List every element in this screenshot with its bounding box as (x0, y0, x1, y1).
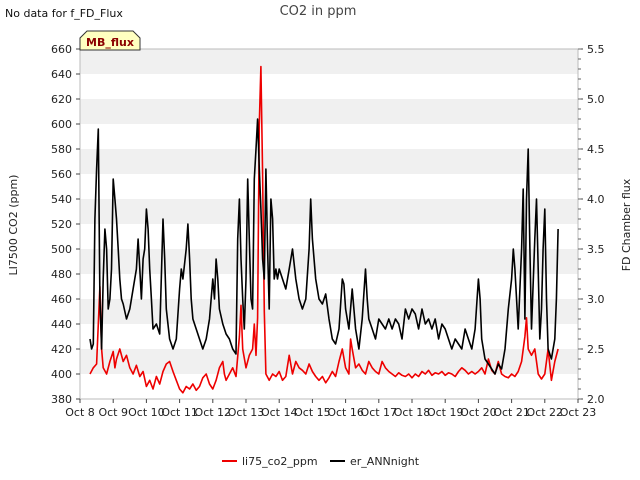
series-li75-line-group (89, 65, 559, 394)
grid-band (80, 99, 578, 124)
y-tick-label: 540 (51, 193, 72, 206)
x-tick-label: Oct 9 (98, 406, 128, 419)
legend-label-li75: li75_co2_ppm (242, 455, 318, 468)
x-tick-label: Oct 17 (361, 406, 398, 419)
y2-axis-title: FD Chamber flux (620, 178, 633, 271)
y-tick-label: 400 (51, 368, 72, 381)
axes: 380 400 420 440 460 480 500 520 540 560 580 600 620 6… (51, 43, 605, 419)
y2-tick-label: 4.5 (587, 143, 605, 156)
y-tick-label: 580 (51, 143, 72, 156)
chart-title: CO2 in ppm (280, 4, 357, 19)
x-tick-label: Oct 21 (493, 406, 530, 419)
grid-band (80, 49, 578, 74)
x-tick-label: Oct 8 (65, 406, 95, 419)
x-tick-label: Oct 12 (195, 406, 232, 419)
grid-band (80, 149, 578, 174)
y-tick-label: 420 (51, 343, 72, 356)
x-tick-label: Oct 16 (327, 406, 364, 419)
badge-shape (79, 30, 141, 51)
y-tick-label: 500 (51, 243, 72, 256)
y-tick-label: 520 (51, 218, 72, 231)
y-tick-label: 380 (51, 393, 72, 406)
x-tick-label: Oct 13 (228, 406, 265, 419)
y-axis-title: LI7500 CO2 (ppm) (7, 175, 20, 276)
x-tick-label: Oct 20 (460, 406, 497, 419)
y2-tick-label: 5.0 (587, 93, 605, 106)
series-line-er-annnight (89, 118, 559, 375)
y2-tick-label: 2.5 (587, 343, 605, 356)
y-tick-label: 440 (51, 318, 72, 331)
y2-tick-label: 3.0 (587, 293, 605, 306)
no-data-note: No data for f_FD_Flux (5, 7, 123, 20)
y2-tick-label: 2.0 (587, 393, 605, 406)
y2-tick-label: 5.5 (587, 43, 605, 56)
x-tick-label: Oct 23 (560, 406, 597, 419)
y-tick-label: 600 (51, 118, 72, 131)
x-tick-label: Oct 10 (128, 406, 165, 419)
y-tick-label: 660 (51, 43, 72, 56)
badge-label: MB_flux (86, 36, 134, 49)
y-tick-label: 560 (51, 168, 72, 181)
grid-bands (80, 49, 578, 374)
legend-label-ann: er_ANNnight (350, 455, 420, 468)
y-tick-label: 640 (51, 68, 72, 81)
grid-band (80, 199, 578, 224)
grid-band (80, 249, 578, 274)
y-tick-label: 620 (51, 93, 72, 106)
x-tick-label: Oct 15 (294, 406, 331, 419)
x-tick-label: Oct 14 (261, 406, 298, 419)
y-tick-label: 480 (51, 268, 72, 281)
y2-tick-label: 4.0 (587, 193, 605, 206)
y-tick-label: 460 (51, 293, 72, 306)
x-tick-label: Oct 18 (394, 406, 431, 419)
x-tick-label: Oct 19 (427, 406, 464, 419)
x-tick-label: Oct 22 (527, 406, 564, 419)
series-line-li75-co2-ppm (89, 65, 559, 394)
legend: li75_co2_ppm er_ANNnight (222, 455, 420, 468)
mb-flux-badge: MB_flux (79, 30, 141, 51)
x-tick-label: Oct 11 (161, 406, 198, 419)
series-ann-line-group (89, 118, 559, 375)
y2-tick-label: 3.5 (587, 243, 605, 256)
